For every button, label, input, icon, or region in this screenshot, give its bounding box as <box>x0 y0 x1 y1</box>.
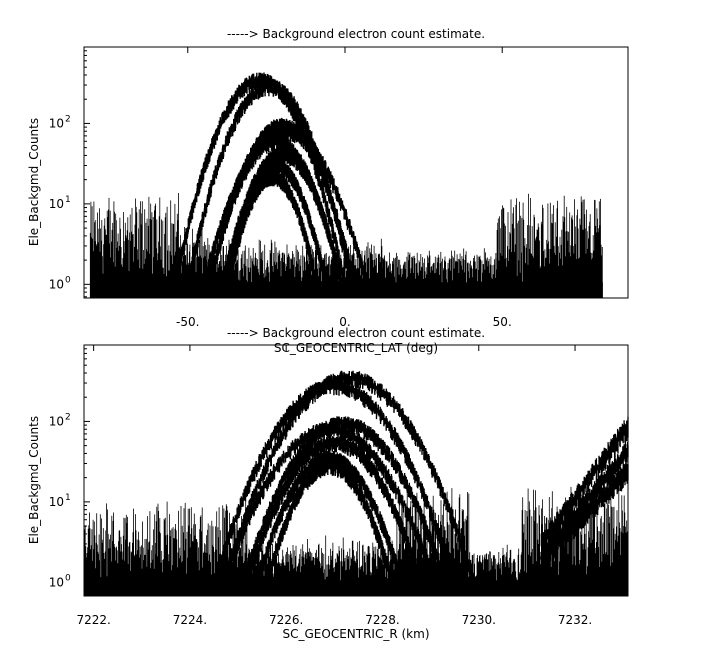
noise-region-0 <box>89 193 182 299</box>
series-arc-7 <box>227 168 318 293</box>
chart-title: -----> Background electron count estimat… <box>227 326 485 340</box>
series-arc-6 <box>266 458 393 591</box>
count-floor-band <box>84 580 628 597</box>
count-floor-band <box>90 282 603 299</box>
x-axis-label: SC_GEOCENTRIC_LAT (deg) <box>274 341 438 355</box>
x-tick-label: 7222. <box>76 613 110 627</box>
y-axis-label: Ele_Backgmd_Counts <box>27 118 41 246</box>
y-tick-label: 10 <box>49 575 64 589</box>
series-arc-1 <box>213 378 456 587</box>
x-tick-label: -50. <box>176 315 199 329</box>
y-tick-label: 10 <box>49 116 64 130</box>
plot-frame <box>83 344 629 597</box>
noise-region-4 <box>495 193 603 299</box>
overflow-mask <box>0 298 724 321</box>
chart-title: -----> Background electron count estimat… <box>227 27 485 41</box>
x-tick-label: 7228. <box>365 613 399 627</box>
series-arc-5 <box>256 450 403 590</box>
y-tick-exponent: 2 <box>65 114 71 124</box>
y-tick-label: 10 <box>49 197 64 211</box>
chart-panel-latitude: -----> Background electron count estimat… <box>0 27 724 355</box>
x-tick-label: 7226. <box>269 613 303 627</box>
rising-edge-2 <box>540 463 629 571</box>
y-tick-exponent: 2 <box>65 412 71 422</box>
data-marks <box>0 72 724 321</box>
series-arc-3 <box>222 422 437 591</box>
y-tick-label: 10 <box>49 495 64 509</box>
overflow-mask <box>0 596 724 604</box>
y-tick-exponent: 0 <box>65 275 71 285</box>
x-tick-label: 7230. <box>462 613 496 627</box>
x-axis-label: SC_GEOCENTRIC_R (km) <box>283 627 430 641</box>
y-tick-exponent: 0 <box>65 573 71 583</box>
series-arc-6 <box>224 158 327 293</box>
series-arc-4 <box>247 435 422 591</box>
chart-panel-radius: -----> Background electron count estimat… <box>0 326 724 641</box>
y-tick-exponent: 1 <box>65 195 71 205</box>
x-tick-label: 0. <box>339 315 350 329</box>
y-tick-exponent: 1 <box>65 493 71 503</box>
y-tick-label: 10 <box>49 277 64 291</box>
x-tick-label: 7232. <box>558 613 592 627</box>
y-tick-label: 10 <box>49 414 64 428</box>
y-axis-label: Ele_Backgmd_Counts <box>27 416 41 544</box>
x-tick-label: 7224. <box>173 613 207 627</box>
data-marks <box>0 370 724 604</box>
plot-frame <box>83 46 629 299</box>
x-tick-label: 50. <box>493 315 512 329</box>
rising-edge-0 <box>540 416 629 552</box>
